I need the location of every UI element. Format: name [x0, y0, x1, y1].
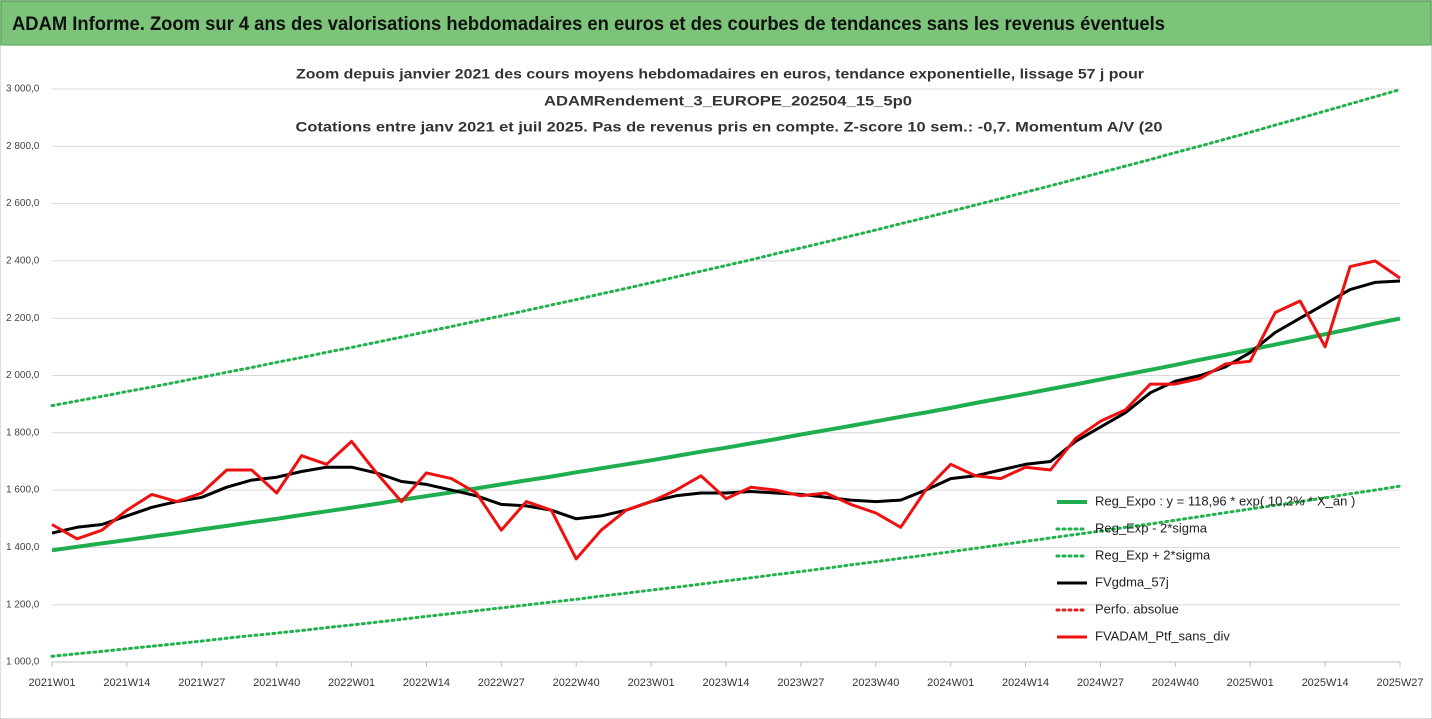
legend-label: Reg_Exp + 2*sigma [1095, 547, 1211, 562]
x-tick-label: 2022W40 [553, 677, 600, 689]
x-tick-label: 2023W14 [702, 677, 749, 689]
x-tick-label: 2024W27 [1077, 677, 1124, 689]
y-tick-label: 1 400,0 [6, 542, 40, 553]
chart-title: Cotations entre janv 2021 et juil 2025. … [296, 119, 1163, 135]
y-tick-label: 2 800,0 [6, 141, 40, 152]
x-tick-label: 2025W27 [1376, 677, 1423, 689]
x-tick-label: 2023W40 [852, 677, 899, 689]
y-tick-label: 2 400,0 [6, 256, 40, 267]
x-tick-label: 2023W01 [628, 677, 675, 689]
series-line [50, 484, 1402, 658]
x-tick-label: 2021W40 [253, 677, 300, 689]
series-line [50, 88, 1402, 408]
x-tick-label: 2021W01 [28, 677, 75, 689]
x-tick-label: 2024W01 [927, 677, 974, 689]
y-tick-label: 2 000,0 [6, 370, 40, 381]
header-bar [0, 0, 1432, 46]
legend-label: Reg_Exp - 2*sigma [1095, 520, 1208, 535]
x-tick-label: 2022W14 [403, 677, 450, 689]
x-tick-label: 2024W40 [1152, 677, 1199, 689]
y-tick-label: 3 000,0 [6, 84, 40, 95]
x-tick-label: 2024W14 [1002, 677, 1049, 689]
legend-label: FVADAM_Ptf_sans_div [1095, 628, 1230, 643]
y-tick-label: 2 600,0 [6, 198, 40, 209]
y-tick-label: 2 200,0 [6, 313, 40, 324]
x-tick-label: 2022W01 [328, 677, 375, 689]
legend-label: FVgdma_57j [1095, 574, 1169, 589]
series-line [51, 316, 1401, 553]
x-tick-label: 2023W27 [777, 677, 824, 689]
x-tick-label: 2025W14 [1302, 677, 1349, 689]
series-line [51, 279, 1401, 535]
x-tick-label: 2025W01 [1227, 677, 1274, 689]
y-tick-label: 1 800,0 [6, 427, 40, 438]
chart-title: ADAMRendement_3_EUROPE_202504_15_5p0 [544, 93, 912, 109]
legend-label: Perfo. absolue [1095, 601, 1179, 616]
x-tick-label: 2022W27 [478, 677, 525, 689]
header-title: ADAM Informe. Zoom sur 4 ans des valoris… [12, 14, 1165, 35]
y-tick-label: 1 200,0 [6, 599, 40, 610]
x-tick-label: 2021W27 [178, 677, 225, 689]
y-tick-label: 1 000,0 [6, 657, 40, 668]
chart-title: Zoom depuis janvier 2021 des cours moyen… [296, 66, 1145, 82]
series-line [51, 259, 1401, 561]
y-tick-label: 1 600,0 [6, 485, 40, 496]
legend-label: Reg_Expo : y = 118,96 * exp( 10,2% * X_a… [1095, 493, 1355, 508]
x-tick-label: 2021W14 [103, 677, 150, 689]
